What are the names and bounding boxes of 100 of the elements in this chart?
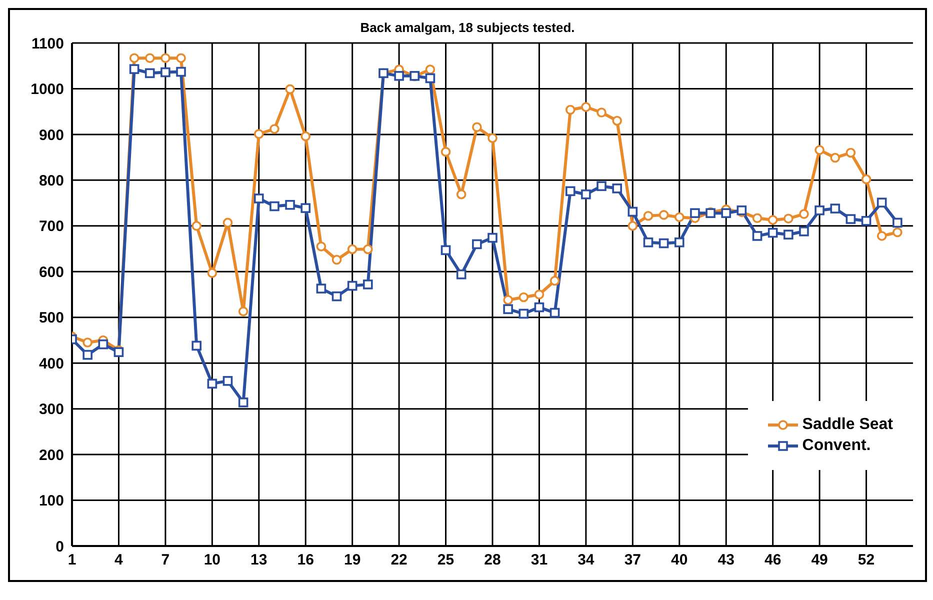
point	[300, 131, 311, 142]
point	[222, 218, 233, 228]
y-tick-label: 400	[38, 355, 64, 372]
point	[658, 238, 669, 248]
point	[238, 306, 248, 316]
x-tick-label: 34	[578, 552, 595, 569]
x-tick-label: 22	[390, 552, 408, 569]
x-tick-label: 4	[114, 552, 124, 569]
point	[721, 208, 732, 218]
point	[565, 186, 576, 196]
point	[160, 67, 170, 78]
point	[830, 152, 840, 163]
point	[316, 284, 326, 294]
point	[192, 221, 202, 231]
point	[129, 53, 140, 63]
x-tick-label: 16	[297, 552, 314, 569]
point	[347, 244, 358, 254]
point	[846, 148, 856, 158]
x-tick-label: 46	[764, 552, 782, 569]
point	[768, 215, 778, 225]
point	[799, 226, 809, 236]
x-tick-label: 25	[437, 552, 454, 569]
point	[596, 108, 606, 118]
point	[440, 146, 451, 157]
x-tick-label: 19	[344, 552, 361, 569]
point	[285, 200, 295, 210]
point	[581, 189, 591, 200]
point	[316, 242, 326, 252]
point	[176, 66, 186, 77]
y-tick-label: 100	[38, 492, 64, 510]
point	[518, 292, 529, 302]
x-tick-label: 1	[68, 552, 76, 569]
y-tick-label: 300	[38, 401, 64, 418]
x-tick-label: 28	[484, 552, 501, 569]
point	[612, 184, 622, 194]
point	[690, 208, 700, 218]
x-tick-label: 49	[811, 552, 828, 569]
x-tick-label: 40	[671, 552, 688, 569]
y-tick-label: 200	[38, 446, 64, 464]
point	[285, 84, 295, 94]
y-tick-label: 800	[38, 172, 64, 190]
point	[82, 338, 92, 348]
point	[363, 280, 373, 290]
point	[565, 104, 576, 115]
point	[674, 237, 684, 248]
point	[503, 304, 513, 314]
point	[799, 209, 809, 219]
point	[440, 245, 451, 256]
point	[98, 339, 108, 350]
point	[456, 269, 466, 280]
point	[456, 189, 466, 200]
point	[222, 376, 233, 386]
point	[674, 212, 684, 222]
point	[581, 102, 591, 112]
point	[488, 232, 498, 243]
point	[643, 237, 654, 248]
legend-label: Saddle Seat	[802, 416, 893, 434]
y-tick-label: 1000	[30, 81, 64, 98]
point	[425, 73, 436, 84]
point	[658, 210, 669, 220]
point	[270, 124, 280, 134]
point	[814, 205, 824, 216]
point	[768, 228, 778, 238]
y-tick-label: 600	[38, 264, 64, 281]
point	[207, 378, 218, 389]
point	[144, 53, 155, 63]
x-tick-label: 37	[624, 552, 642, 569]
point	[394, 71, 404, 81]
y-tick-label: 1100	[31, 35, 64, 52]
point	[270, 201, 280, 212]
point	[861, 216, 872, 226]
point	[82, 350, 92, 360]
point	[192, 340, 202, 351]
point	[129, 64, 140, 74]
point	[332, 291, 342, 302]
point	[300, 203, 311, 213]
point	[425, 64, 436, 74]
point	[892, 218, 902, 228]
point	[332, 254, 342, 265]
x-tick-label: 10	[204, 552, 221, 569]
x-tick-label: 43	[718, 552, 734, 569]
point	[144, 68, 155, 78]
point	[628, 206, 638, 217]
point	[784, 230, 794, 240]
point	[752, 231, 762, 241]
point	[518, 308, 529, 319]
point	[176, 53, 186, 63]
legend-label: Convent.	[802, 437, 871, 455]
point	[876, 231, 887, 241]
y-tick-label: 0	[56, 538, 64, 556]
point	[861, 174, 872, 184]
y-tick-label: 900	[38, 126, 64, 144]
point	[238, 398, 248, 408]
x-tick-label: 13	[250, 552, 268, 569]
point	[643, 210, 654, 221]
point	[488, 133, 498, 144]
point	[534, 290, 544, 300]
x-tick-label: 7	[161, 552, 170, 569]
point	[550, 308, 560, 318]
x-tick-label: 52	[858, 552, 875, 569]
